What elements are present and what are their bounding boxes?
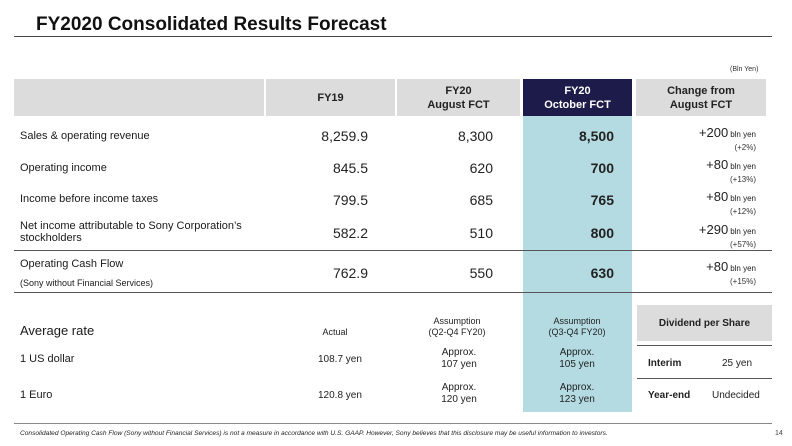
row-label-net-income: Net income attributable to Sony Corporat… bbox=[20, 220, 242, 244]
ni-chg-value: +290 bbox=[698, 222, 729, 237]
rate-oct-hdr-line1: Assumption bbox=[553, 316, 601, 326]
header-fy19-col: FY19 bbox=[266, 79, 395, 116]
sales-chg-unit: bln yen bbox=[730, 130, 756, 139]
unit-note: (Bln Yen) bbox=[730, 66, 759, 73]
ni-aug: 510 bbox=[469, 225, 493, 241]
dividend-interim-value: 25 yen bbox=[722, 358, 753, 369]
header-fy19-label: FY19 bbox=[317, 91, 344, 104]
sales-chg-pct: (+2%) bbox=[734, 143, 756, 152]
rate-euro-aug: Approx. 120 yen bbox=[420, 382, 498, 406]
row-label-sales: Sales & operating revenue bbox=[20, 130, 150, 142]
ibt-fy19: 799.5 bbox=[332, 192, 368, 208]
header-chg-line1: Change from bbox=[667, 84, 735, 97]
row-label-cash-flow: Operating Cash Flow bbox=[20, 258, 124, 270]
ni-oct: 800 bbox=[590, 225, 614, 241]
row-sublabel-cash-flow: (Sony without Financial Services) bbox=[20, 278, 154, 288]
sales-chg-value: +200 bbox=[698, 125, 729, 140]
page-title: FY2020 Consolidated Results Forecast bbox=[36, 14, 387, 35]
header-oct-fct: FY20 October FCT bbox=[523, 79, 632, 116]
opinc-chg-value: +80 bbox=[706, 157, 729, 172]
rate-usd-aug: Approx. 107 yen bbox=[420, 347, 498, 371]
header-aug-line1: FY20 bbox=[445, 84, 472, 97]
rate-aug-header: Assumption (Q2-Q4 FY20) bbox=[412, 316, 502, 338]
ni-change: +290 bln yen (+57%) bbox=[640, 221, 756, 249]
header-aug-fct: FY20 August FCT bbox=[397, 79, 520, 116]
sales-fy19: 8,259.9 bbox=[321, 128, 368, 144]
cf-fy19: 762.9 bbox=[332, 265, 368, 281]
rate-euro-oct: Approx. 123 yen bbox=[538, 382, 616, 406]
net-income-label-line1: Net income attributable to Sony Corporat… bbox=[20, 220, 242, 232]
dividend-yearend-label: Year-end bbox=[648, 390, 691, 401]
rate-aug-hdr-line2: (Q2-Q4 FY20) bbox=[428, 327, 486, 337]
ibt-chg-unit: bln yen bbox=[730, 194, 756, 203]
net-income-label-line2: stockholders bbox=[20, 232, 82, 244]
opinc-aug: 620 bbox=[469, 160, 493, 176]
ibt-change: +80 bln yen (+12%) bbox=[640, 188, 756, 216]
dividend-interim-label: Interim bbox=[648, 358, 682, 369]
cf-chg-value: +80 bbox=[706, 259, 729, 274]
opinc-chg-unit: bln yen bbox=[730, 162, 756, 171]
rate-label-euro: 1 Euro bbox=[20, 389, 53, 401]
ibt-aug: 685 bbox=[469, 192, 493, 208]
rate-euro-actual: 120.8 yen bbox=[318, 390, 362, 401]
sales-change: +200 bln yen (+2%) bbox=[640, 124, 756, 152]
dividend-yearend-value: Undecided bbox=[712, 390, 760, 401]
sales-oct: 8,500 bbox=[578, 128, 614, 144]
rate-usd-actual: 108.7 yen bbox=[318, 354, 362, 365]
page-number: 14 bbox=[775, 430, 783, 437]
opinc-fy19: 845.5 bbox=[332, 160, 368, 176]
rate-aug-hdr-line1: Assumption bbox=[433, 316, 481, 326]
cf-change: +80 bln yen (+15%) bbox=[640, 258, 756, 286]
rate-usd-aug-line2: 107 yen bbox=[441, 359, 477, 370]
opinc-change: +80 bln yen (+13%) bbox=[640, 156, 756, 184]
header-oct-line1: FY20 bbox=[564, 84, 591, 97]
rate-actual-header: Actual bbox=[322, 327, 348, 337]
rate-euro-aug-line2: 120 yen bbox=[441, 394, 477, 405]
average-rate-title: Average rate bbox=[20, 323, 95, 338]
header-change: Change from August FCT bbox=[636, 79, 766, 116]
ni-chg-pct: (+57%) bbox=[729, 240, 756, 249]
row-label-operating-income: Operating income bbox=[20, 162, 107, 174]
rate-usd-oct-line1: Approx. bbox=[559, 347, 595, 358]
footnote: Consolidated Operating Cash Flow (Sony w… bbox=[20, 430, 608, 437]
ibt-chg-value: +80 bbox=[706, 189, 729, 204]
ni-fy19: 582.2 bbox=[332, 225, 368, 241]
title-divider bbox=[14, 36, 772, 37]
footer-rule bbox=[14, 423, 772, 424]
cf-aug: 550 bbox=[469, 265, 493, 281]
row-label-income-before-tax: Income before income taxes bbox=[20, 193, 159, 205]
dividend-header: Dividend per Share bbox=[637, 305, 772, 341]
sales-aug: 8,300 bbox=[457, 128, 493, 144]
rate-euro-aug-line1: Approx. bbox=[441, 382, 477, 393]
rate-oct-header: Assumption (Q3-Q4 FY20) bbox=[532, 316, 622, 338]
header-oct-line2: October FCT bbox=[544, 98, 611, 111]
dividend-rule-top bbox=[637, 345, 772, 346]
opinc-oct: 700 bbox=[590, 160, 614, 176]
header-chg-line2: August FCT bbox=[669, 98, 733, 111]
rate-usd-oct-line2: 105 yen bbox=[559, 359, 595, 370]
ibt-chg-pct: (+12%) bbox=[729, 207, 756, 216]
cf-chg-unit: bln yen bbox=[730, 264, 756, 273]
table-separator-bottom bbox=[14, 292, 772, 293]
opinc-chg-pct: (+13%) bbox=[729, 175, 756, 184]
table-separator-top bbox=[14, 250, 772, 251]
ni-chg-unit: bln yen bbox=[730, 227, 756, 236]
header-aug-line2: August FCT bbox=[427, 98, 490, 111]
rate-label-usd: 1 US dollar bbox=[20, 353, 75, 365]
ibt-oct: 765 bbox=[590, 192, 614, 208]
rate-oct-hdr-line2: (Q3-Q4 FY20) bbox=[548, 327, 606, 337]
rate-euro-oct-line1: Approx. bbox=[559, 382, 595, 393]
rate-usd-aug-line1: Approx. bbox=[441, 347, 477, 358]
cf-chg-pct: (+15%) bbox=[729, 277, 756, 286]
cf-oct: 630 bbox=[590, 265, 614, 281]
header-fy19 bbox=[14, 79, 264, 116]
rate-euro-oct-line2: 123 yen bbox=[559, 394, 595, 405]
dividend-rule-mid bbox=[637, 378, 772, 379]
rate-usd-oct: Approx. 105 yen bbox=[538, 347, 616, 371]
october-fct-highlight bbox=[523, 116, 632, 412]
